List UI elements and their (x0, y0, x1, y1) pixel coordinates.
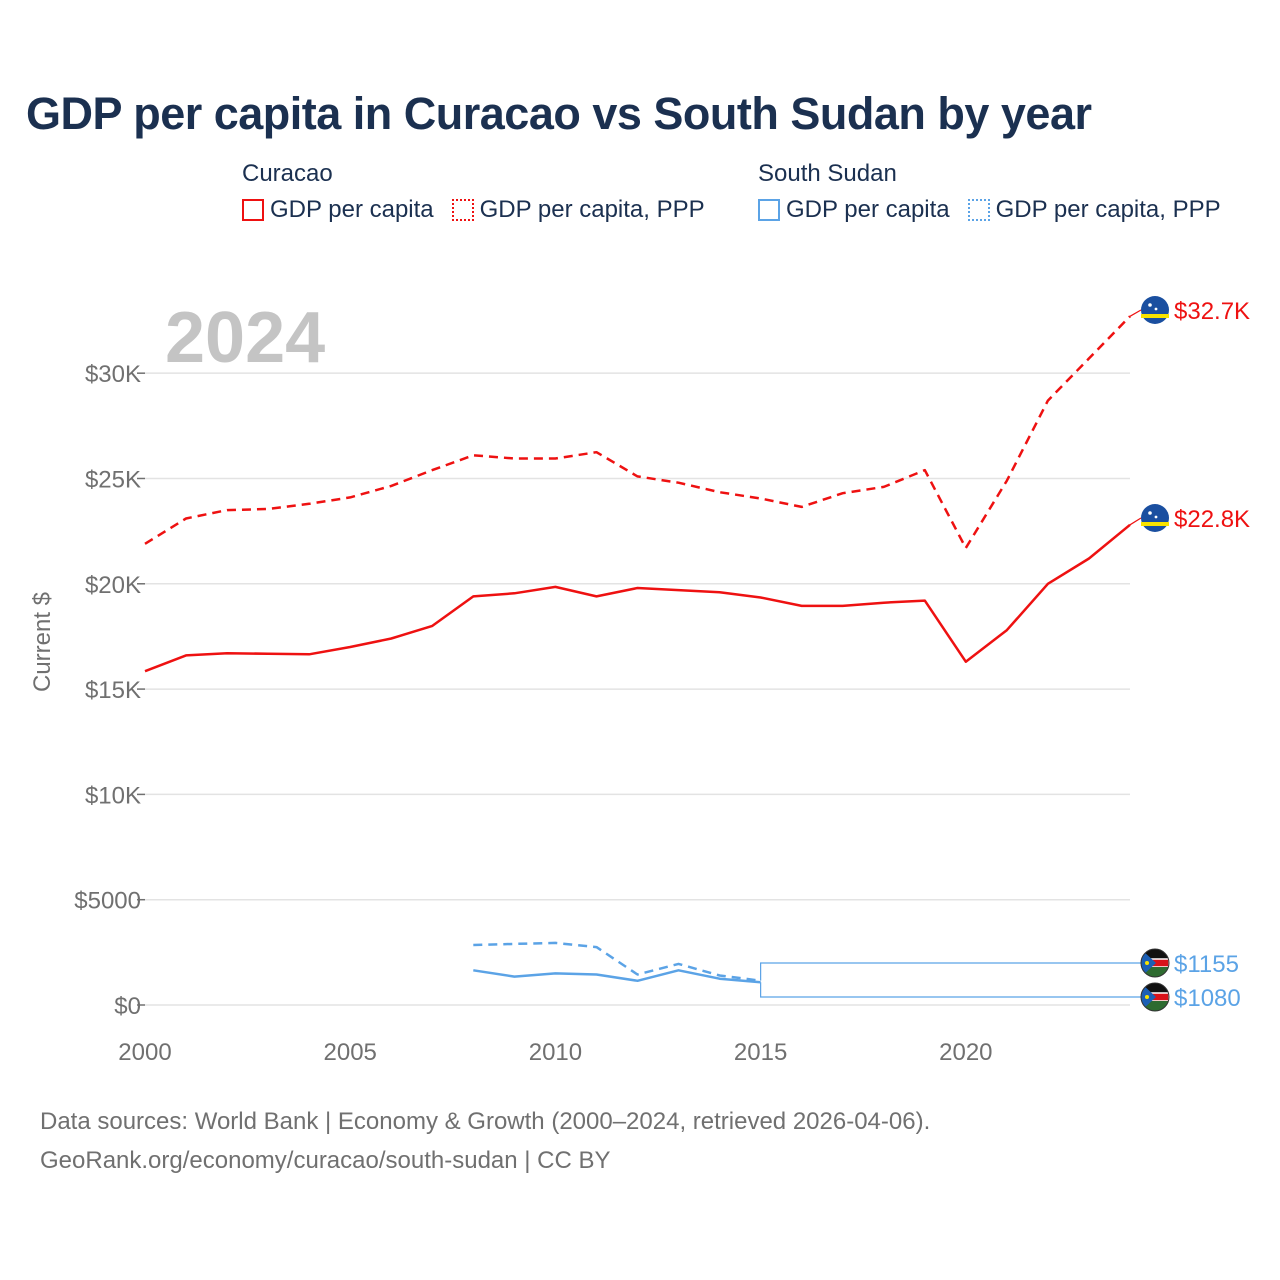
axis-layer: $0 $5000 $10K $15K $20K $25K $30K 2000 2005 2010 2… (74, 361, 992, 1066)
legend-curacao: Curacao GDP per capita GDP per capita, P… (242, 160, 705, 224)
series-layer (144, 315, 1131, 984)
end-label-layer: $32.7K $22.8K $1155 $1080 (760, 296, 1250, 1012)
label-connector (1129, 309, 1142, 317)
y-tick-label: $15K (85, 677, 141, 704)
label-connector (1129, 517, 1142, 526)
year-watermark: 2024 (165, 298, 325, 378)
south-sudan-flag-icon (1140, 948, 1170, 978)
legend-item-curacao-gdp-ppp[interactable]: GDP per capita, PPP (451, 196, 705, 224)
curacao-flag-icon (1141, 296, 1169, 324)
end-value-label: $22.8K (1174, 506, 1250, 533)
solid-swatch-icon (242, 199, 264, 221)
legend-label: GDP per capita (786, 196, 950, 223)
label-connector (760, 982, 1141, 998)
series-line-curacao-gdp-per-capita[interactable] (144, 523, 1131, 673)
x-tick-label: 2010 (529, 1039, 582, 1066)
end-value-label: $1080 (1174, 985, 1241, 1012)
legend-label: GDP per capita, PPP (479, 196, 705, 223)
y-tick-label: $0 (114, 993, 141, 1020)
curacao-flag-icon (1141, 504, 1169, 532)
end-value-label: $1155 (1174, 951, 1239, 978)
footer-sources: Data sources: World Bank | Economy & Gro… (40, 1108, 931, 1135)
south-sudan-flag-icon (1140, 982, 1170, 1012)
series-line-south-sudan-gdp-per-capita[interactable] (473, 969, 761, 984)
dotted-swatch-icon (451, 199, 474, 221)
legend-country-south-sudan: South Sudan (758, 160, 897, 187)
x-tick-label: 2015 (734, 1039, 787, 1066)
x-tick-label: 2000 (118, 1039, 171, 1066)
x-tick-label: 2020 (939, 1039, 992, 1066)
legend-label: GDP per capita, PPP (995, 196, 1221, 223)
series-line-curacao-gdp-per-capita-ppp[interactable] (144, 315, 1131, 550)
legend-item-curacao-gdp[interactable]: GDP per capita (242, 196, 434, 224)
legend-item-south-sudan-gdp-ppp[interactable]: GDP per capita, PPP (967, 196, 1221, 224)
legend-label: GDP per capita (270, 196, 434, 223)
footer-attribution: GeoRank.org/economy/curacao/south-sudan … (40, 1147, 611, 1174)
label-connector (760, 962, 1141, 981)
dotted-swatch-icon (967, 199, 990, 221)
solid-swatch-icon (758, 199, 780, 221)
x-tick-label: 2005 (324, 1039, 377, 1066)
grid-layer (145, 372, 1130, 1006)
chart-title: GDP per capita in Curacao vs South Sudan… (26, 88, 1092, 139)
y-tick-label: $30K (85, 361, 141, 388)
y-tick-label: $10K (85, 782, 141, 809)
y-tick-label: $20K (85, 572, 141, 599)
legend-item-south-sudan-gdp[interactable]: GDP per capita (758, 196, 950, 224)
y-tick-label: $25K (85, 466, 141, 493)
end-value-label: $32.7K (1174, 298, 1250, 325)
y-tick-label: $5000 (74, 888, 141, 915)
series-line-south-sudan-gdp-per-capita-ppp[interactable] (473, 941, 761, 982)
y-axis-label: Current $ (29, 592, 56, 692)
legend-south-sudan: South Sudan GDP per capita GDP per capit… (758, 160, 1221, 224)
legend-country-curacao: Curacao (242, 160, 333, 187)
